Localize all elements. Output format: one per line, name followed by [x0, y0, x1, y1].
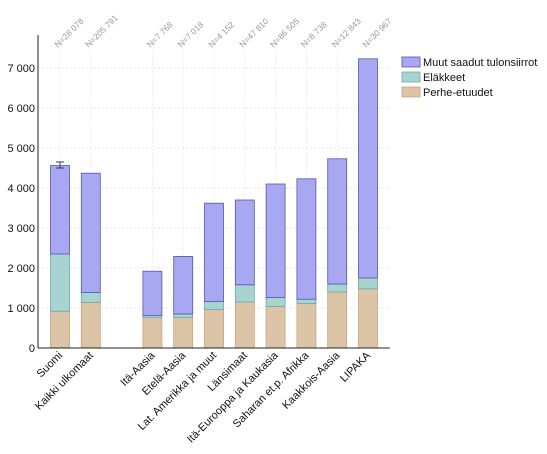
bar-segment-muut-saadut-tulonsiirrot — [204, 202, 224, 302]
bar-segment-perhe-etuudet — [50, 310, 70, 349]
legend-swatch — [401, 56, 421, 68]
axes — [37, 35, 390, 349]
bar-segment-perhe-etuudet — [142, 317, 163, 349]
n-label: N=12 843 — [330, 16, 363, 49]
n-label: N=7 768 — [145, 19, 175, 49]
legend-label: Eläkkeet — [423, 72, 465, 84]
bar-segment-muut-saadut-tulonsiirrot — [296, 178, 317, 300]
bar-segment-muut-saadut-tulonsiirrot — [173, 255, 194, 315]
y-tick-label: 4 000 — [7, 183, 35, 195]
bar-segment-muut-saadut-tulonsiirrot — [142, 270, 163, 317]
n-label: N=205 791 — [83, 13, 120, 50]
bar-segment-muut-saadut-tulonsiirrot — [327, 158, 348, 285]
legend-label: Perhe-etuudet — [423, 87, 493, 99]
bar-segment-perhe-etuudet — [173, 317, 194, 349]
n-label: N=8 738 — [299, 19, 329, 49]
y-tick-label: 0 — [29, 343, 35, 355]
bar-segment-eläkkeet — [358, 277, 378, 290]
bar-segment-eläkkeet — [204, 301, 224, 311]
bar-segment-muut-saadut-tulonsiirrot — [234, 199, 255, 286]
legend: Muut saadut tulonsiirrot Eläkkeet Perhe-et… — [401, 56, 537, 99]
n-label: N=86 505 — [268, 16, 301, 49]
legend-label: Muut saadut tulonsiirrot — [423, 57, 537, 69]
legend-swatch — [401, 86, 421, 98]
bar-segment-eläkkeet — [265, 297, 286, 307]
y-tick-label: 1 000 — [7, 303, 35, 315]
y-tick-label: 5 000 — [7, 143, 35, 155]
bar-segment-eläkkeet — [327, 283, 348, 293]
bar-segment-muut-saadut-tulonsiirrot — [358, 58, 378, 279]
bar-segment-perhe-etuudet — [358, 288, 378, 349]
n-label: N=30 967 — [360, 16, 393, 49]
bar-segment-perhe-etuudet — [204, 309, 224, 349]
y-tick-label: 6 000 — [7, 103, 35, 115]
bar-segment-perhe-etuudet — [80, 301, 101, 349]
legend-swatch — [401, 71, 421, 83]
bar-segment-muut-saadut-tulonsiirrot — [80, 172, 101, 293]
y-tick-label: 3 000 — [7, 223, 35, 235]
bar-segment-eläkkeet — [50, 253, 70, 312]
y-tick-labels: 0 1 000 2 000 3 000 4 000 5 000 6 000 7 000 — [7, 63, 35, 355]
n-label: N=4 152 — [206, 19, 236, 49]
n-label: N=7 018 — [176, 19, 206, 49]
bar-stacks — [50, 58, 378, 349]
bar-segment-perhe-etuudet — [265, 305, 286, 349]
bar-segment-eläkkeet — [296, 298, 317, 305]
bar-segment-perhe-etuudet — [296, 303, 317, 349]
bar-segment-perhe-etuudet — [234, 301, 255, 349]
y-tick-label: 2 000 — [7, 263, 35, 275]
bar-segment-muut-saadut-tulonsiirrot — [50, 165, 70, 255]
n-label: N=28 078 — [52, 16, 85, 49]
x-tick-label: LIPAKA — [338, 349, 374, 385]
x-tick-label: Kaikki ulkomaat — [33, 350, 96, 413]
x-tick-label: Kaakkois-Aasia — [280, 349, 343, 412]
bar-segment-eläkkeet — [234, 284, 255, 303]
n-label: N=47 810 — [237, 16, 270, 49]
bar-segment-perhe-etuudet — [327, 291, 348, 349]
bar-segment-eläkkeet — [80, 291, 101, 303]
bar-segment-eläkkeet — [173, 313, 194, 318]
bar-segment-muut-saadut-tulonsiirrot — [265, 183, 286, 298]
y-tick-label: 7 000 — [7, 63, 35, 75]
